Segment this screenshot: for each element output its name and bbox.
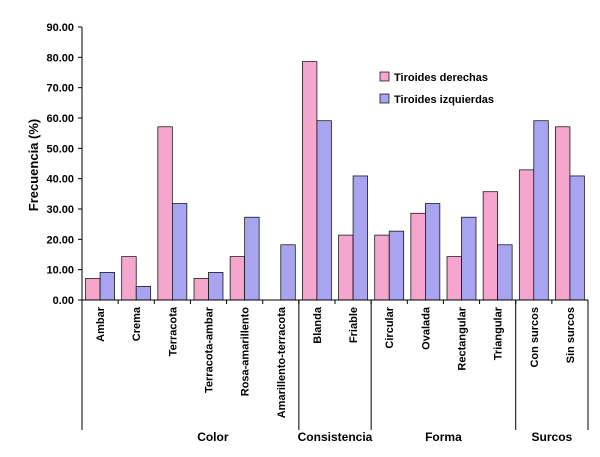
bar-izquierdas-7 [352, 175, 368, 301]
bar-izquierdas-4 [244, 216, 260, 301]
category-label: Friable [348, 307, 360, 343]
y-axis-label: Frecuencia (%) [26, 119, 41, 211]
group-label: Color [197, 430, 229, 444]
y-tick-label: 90.00 [46, 22, 74, 34]
y-tick-label: 20.00 [46, 234, 74, 246]
bar-derechas-4 [229, 256, 245, 301]
category-label: Ambar [95, 306, 107, 342]
bar-izquierdas-1 [135, 286, 152, 301]
bar-derechas-11 [482, 191, 498, 301]
bar-izquierdas-9 [425, 203, 441, 301]
bar-izquierdas-2 [172, 203, 188, 301]
category-label: Sin surcos [565, 307, 577, 363]
category-label: Terracota [167, 306, 179, 356]
category-label: Rosa-amarillento [240, 307, 252, 397]
bar-derechas-8 [374, 234, 390, 301]
category-label: Triangular [493, 306, 505, 360]
category-label: Ovalada [420, 306, 432, 350]
bar-derechas-0 [85, 278, 101, 301]
legend-swatch [379, 93, 390, 104]
y-tick-label: 70.00 [46, 83, 74, 95]
category-label: Crema [131, 306, 143, 341]
y-tick-label: 30.00 [46, 204, 74, 216]
bar-izquierdas-5 [280, 244, 296, 301]
bar-derechas-3 [193, 278, 209, 301]
y-tick-label: 0.00 [53, 295, 74, 307]
bar-derechas-10 [446, 256, 462, 301]
y-tick-label: 50.00 [46, 143, 74, 155]
bar-derechas-13 [555, 126, 571, 301]
bar-izquierdas-13 [569, 175, 585, 301]
bar-izquierdas-8 [388, 230, 405, 301]
category-label: Blanda [312, 306, 324, 344]
category-label: Circular [384, 306, 396, 348]
y-tick-label: 80.00 [46, 52, 74, 64]
legend-label: Tiroides derechas [394, 72, 488, 84]
category-label: Terracota-ambar [204, 306, 216, 393]
bar-izquierdas-12 [533, 120, 549, 301]
group-label: Consistencia [298, 430, 373, 444]
category-label: Con surcos [529, 307, 541, 368]
bar-derechas-6 [302, 61, 318, 301]
bar-derechas-2 [157, 126, 173, 301]
category-label: Rectangular [457, 306, 469, 370]
bar-derechas-7 [338, 234, 354, 301]
bar-derechas-12 [518, 169, 535, 301]
legend-label: Tiroides izquierdas [394, 94, 494, 106]
group-label: Forma [425, 430, 462, 444]
bar-izquierdas-6 [316, 120, 332, 301]
bar-izquierdas-3 [208, 272, 224, 301]
legend-swatch [379, 71, 390, 82]
bar-izquierdas-10 [461, 216, 477, 301]
group-label: Surcos [532, 430, 573, 444]
bar-izquierdas-0 [99, 272, 115, 301]
y-tick-label: 10.00 [46, 265, 74, 277]
bar-derechas-1 [121, 256, 137, 301]
category-label: Amarillento-terracota [276, 306, 288, 418]
y-tick-label: 60.00 [46, 113, 74, 125]
bar-derechas-9 [410, 212, 426, 301]
y-tick-label: 40.00 [46, 174, 74, 186]
bar-izquierdas-11 [497, 244, 513, 301]
